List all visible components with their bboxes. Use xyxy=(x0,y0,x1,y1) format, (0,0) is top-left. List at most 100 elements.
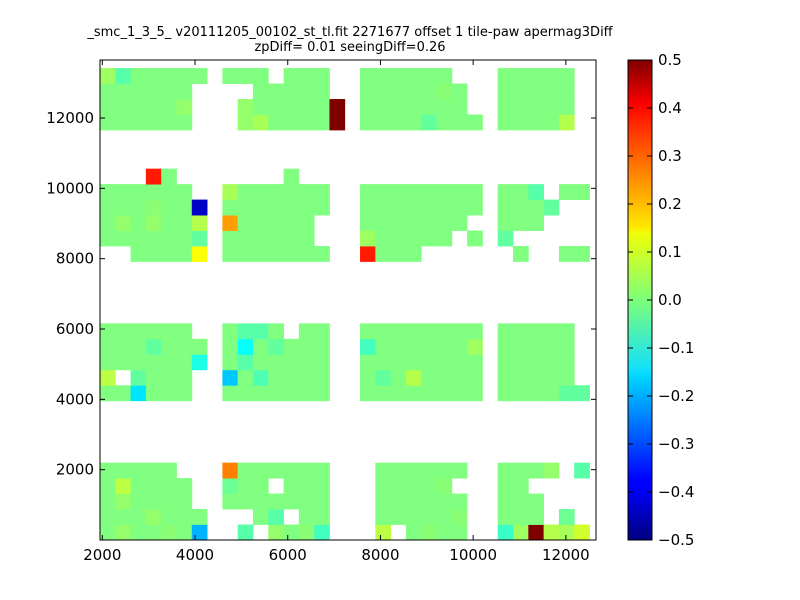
heatmap-cell xyxy=(252,83,269,100)
heatmap-cell xyxy=(268,509,284,525)
heatmap-cell xyxy=(558,385,575,402)
heatmap-cell xyxy=(405,524,422,541)
heatmap-cell xyxy=(283,369,300,386)
heatmap-cell xyxy=(252,246,269,262)
heatmap-cell xyxy=(298,509,315,525)
heatmap-cell xyxy=(298,184,315,200)
heatmap-cell xyxy=(237,184,254,200)
heatmap-cell xyxy=(513,338,529,355)
heatmap-cell xyxy=(268,524,284,541)
heatmap-cell xyxy=(405,338,422,355)
heatmap-cell xyxy=(314,246,330,262)
heatmap-cell xyxy=(314,462,330,479)
heatmap-cell xyxy=(268,462,284,479)
heatmap-cell xyxy=(405,68,422,84)
heatmap-cell xyxy=(390,246,407,262)
heatmap-cell xyxy=(268,338,284,355)
heatmap-cell xyxy=(283,230,300,247)
heatmap-cell xyxy=(145,509,162,525)
colorbar-tick-label: −0.2 xyxy=(658,387,694,405)
heatmap-cell xyxy=(543,323,560,340)
heatmap-cell xyxy=(145,323,162,340)
heatmap-cell xyxy=(528,83,545,100)
colorbar-tick-label: −0.5 xyxy=(658,531,694,549)
heatmap-cell xyxy=(161,168,177,185)
heatmap-cell xyxy=(191,230,208,247)
heatmap-cell xyxy=(176,184,193,200)
heatmap-cell xyxy=(451,462,468,479)
heatmap-cell xyxy=(115,83,131,100)
y-tick-label: 12000 xyxy=(46,109,94,127)
heatmap-cell xyxy=(252,369,269,386)
heatmap-cell xyxy=(360,385,376,402)
heatmap-cell xyxy=(222,323,239,340)
heatmap-cell xyxy=(543,199,560,216)
heatmap-cell xyxy=(528,338,545,355)
heatmap-cell xyxy=(360,354,376,371)
heatmap-cell xyxy=(360,114,376,131)
heatmap-cell xyxy=(528,199,545,216)
heatmap-cell xyxy=(222,385,239,402)
heatmap-cell xyxy=(298,199,315,216)
heatmap-cell xyxy=(558,509,575,525)
heatmap-cell xyxy=(283,354,300,371)
heatmap-cell xyxy=(161,509,177,525)
heatmap-cell xyxy=(451,114,468,131)
heatmap-cell xyxy=(375,323,392,340)
heatmap-cell xyxy=(405,215,422,231)
x-tick-label: 12000 xyxy=(542,546,590,564)
heatmap-cell xyxy=(421,184,437,200)
heatmap-cell xyxy=(237,230,254,247)
heatmap-cell xyxy=(497,369,514,386)
heatmap-cell xyxy=(497,68,514,84)
heatmap-cell xyxy=(543,99,560,115)
heatmap-cell xyxy=(100,230,116,247)
heatmap-cell xyxy=(390,184,407,200)
heatmap-cell xyxy=(268,493,284,510)
heatmap-cell xyxy=(513,323,529,340)
heatmap-cell xyxy=(268,246,284,262)
heatmap-cell xyxy=(513,83,529,100)
y-tick-label: 8000 xyxy=(56,250,94,268)
chart-subtitle: zpDiff= 0.01 seeingDiff=0.26 xyxy=(254,40,446,55)
y-tick-label: 6000 xyxy=(56,320,94,338)
heatmap-cell xyxy=(176,369,193,386)
heatmap-cell xyxy=(100,323,116,340)
heatmap-cell xyxy=(574,462,590,479)
heatmap-cell xyxy=(161,199,177,216)
heatmap-cell xyxy=(467,354,483,371)
heatmap-cell xyxy=(513,462,529,479)
heatmap-cell xyxy=(252,99,269,115)
heatmap-cell xyxy=(451,83,468,100)
heatmap-cell xyxy=(161,99,177,115)
heatmap-cell xyxy=(191,199,208,216)
heatmap-cell xyxy=(298,462,315,479)
heatmap-cell xyxy=(130,493,147,510)
heatmap-cell xyxy=(375,68,392,84)
heatmap-cell xyxy=(405,184,422,200)
heatmap-cell xyxy=(237,215,254,231)
heatmap-cell xyxy=(100,369,116,386)
heatmap-cell xyxy=(130,83,147,100)
heatmap-cell xyxy=(558,68,575,84)
heatmap-cell xyxy=(176,215,193,231)
heatmap-cell xyxy=(314,354,330,371)
heatmap-cell xyxy=(528,524,545,541)
heatmap-cell xyxy=(176,68,193,84)
heatmap-cell xyxy=(421,99,437,115)
heatmap-cell xyxy=(100,385,116,402)
heatmap-cell xyxy=(176,385,193,402)
heatmap-cell xyxy=(237,323,254,340)
colorbar: 0.5 0.4 0.3 0.2 0.1 0.0 −0.1 −0.2 −0.3 −0.4 −0.5 xyxy=(627,51,694,549)
heatmap-cell xyxy=(390,478,407,494)
heatmap-cell xyxy=(314,323,330,340)
heatmap-cell xyxy=(145,230,162,247)
heatmap-cell xyxy=(375,338,392,355)
heatmap-cell xyxy=(513,493,529,510)
heatmap-cell xyxy=(222,184,239,200)
heatmap-cell xyxy=(161,184,177,200)
heatmap-cell xyxy=(528,114,545,131)
heatmap-cell xyxy=(497,524,514,541)
heatmap-cell xyxy=(390,354,407,371)
heatmap-cell xyxy=(161,323,177,340)
